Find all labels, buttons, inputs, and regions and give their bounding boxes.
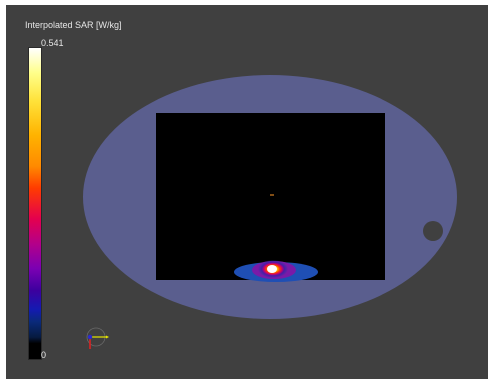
legend-title: Interpolated SAR [W/kg] (25, 20, 122, 30)
axes-orientation-icon (86, 327, 109, 349)
3d-viewport[interactable]: Interpolated SAR [W/kg] 0.541 0 (6, 5, 488, 379)
sar-slice-plane (156, 113, 385, 280)
color-scale-bar (28, 47, 42, 360)
coil-marker-icon (423, 221, 443, 241)
scene-svg (83, 75, 457, 319)
color-scale-min-label: 0 (41, 350, 47, 360)
sar-hotspot-core (267, 265, 277, 273)
color-scale-max-label: 0.541 (41, 38, 64, 48)
